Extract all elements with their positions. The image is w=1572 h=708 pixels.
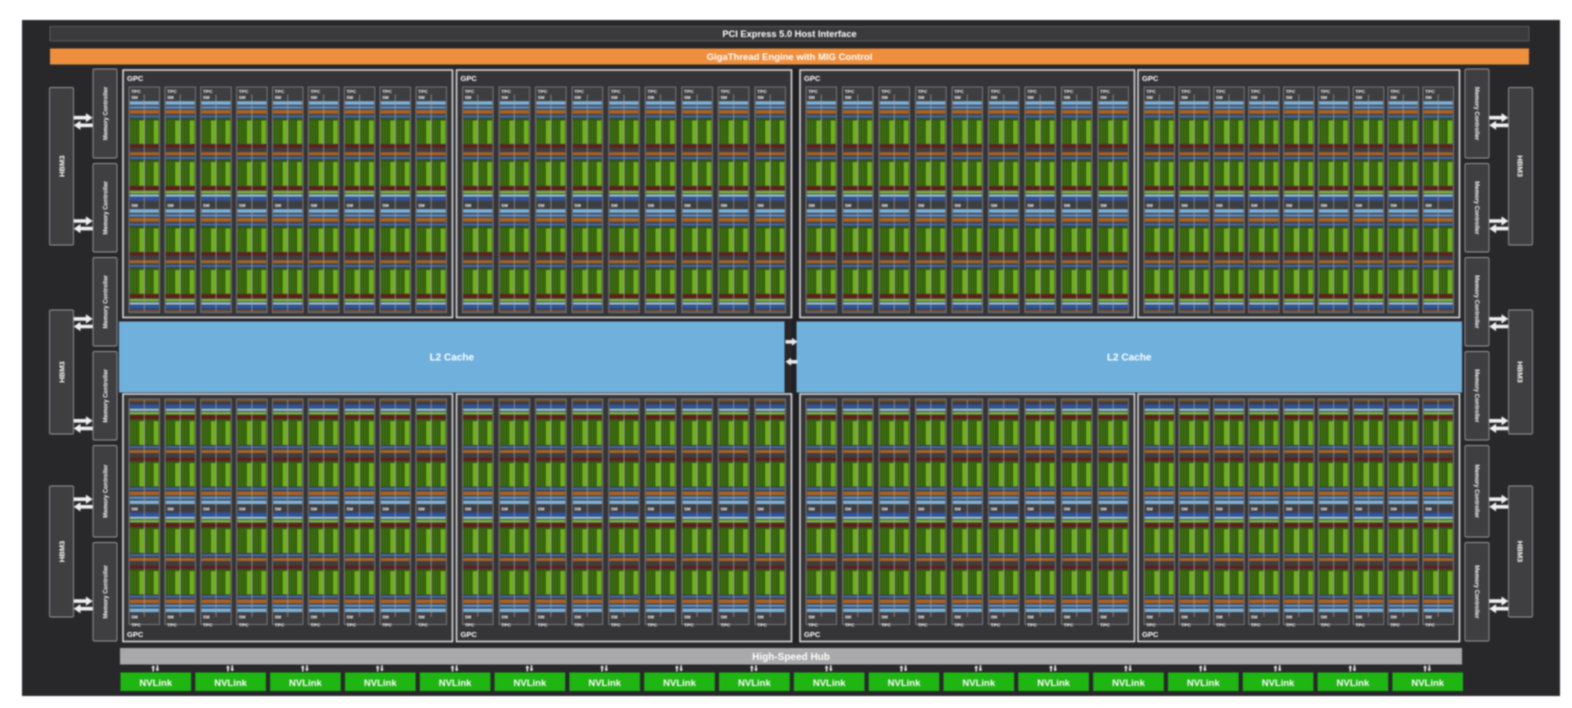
svg-text:NVLink: NVLink [1262,678,1295,689]
svg-text:NVLink: NVLink [1337,678,1370,689]
svg-text:GPC: GPC [461,630,478,639]
svg-text:GPC: GPC [127,630,144,639]
svg-text:NVLink: NVLink [1037,678,1070,689]
svg-text:NVLink: NVLink [439,678,472,689]
svg-text:NVLink: NVLink [738,678,771,689]
svg-text:NVLink: NVLink [663,678,696,689]
svg-text:GPC: GPC [804,74,821,83]
svg-text:Memory Controller: Memory Controller [104,564,110,618]
svg-text:Memory Controller: Memory Controller [104,86,110,140]
svg-text:Memory Controller: Memory Controller [104,274,110,328]
svg-text:GPC: GPC [804,630,821,639]
svg-text:HBM3: HBM3 [57,361,66,383]
svg-text:Memory Controller: Memory Controller [1473,181,1479,235]
svg-text:GPC: GPC [1142,630,1159,639]
svg-text:HBM3: HBM3 [57,155,66,177]
svg-text:Memory Controller: Memory Controller [104,180,110,234]
svg-text:HBM3: HBM3 [1516,361,1525,383]
svg-text:NVLink: NVLink [962,678,995,689]
svg-text:Memory Controller: Memory Controller [104,464,110,518]
svg-text:NVLink: NVLink [364,678,397,689]
svg-text:NVLink: NVLink [139,678,172,689]
svg-text:NVLink: NVLink [1187,678,1220,689]
svg-text:HBM3: HBM3 [1516,155,1525,177]
svg-text:PCI Express 5.0 Host Interface: PCI Express 5.0 Host Interface [722,29,856,39]
svg-text:L2 Cache: L2 Cache [430,353,475,364]
svg-text:NVLink: NVLink [813,678,846,689]
svg-text:GPC: GPC [127,74,144,83]
svg-text:NVLink: NVLink [1112,678,1145,689]
svg-text:Memory Controller: Memory Controller [1473,565,1479,619]
svg-text:NVLink: NVLink [289,678,322,689]
svg-text:HBM3: HBM3 [1516,541,1525,563]
svg-text:GPC: GPC [461,74,478,83]
svg-text:NVLink: NVLink [514,678,547,689]
svg-text:Memory Controller: Memory Controller [1473,87,1479,141]
svg-text:Memory Controller: Memory Controller [1473,275,1479,329]
svg-text:NVLink: NVLink [888,678,921,689]
svg-text:NVLink: NVLink [588,678,621,689]
svg-text:NVLink: NVLink [1411,678,1444,689]
svg-text:Memory Controller: Memory Controller [1473,369,1479,423]
svg-text:L2 Cache: L2 Cache [1107,353,1152,364]
svg-text:NVLink: NVLink [214,678,247,689]
svg-text:GigaThread Engine with MIG Con: GigaThread Engine with MIG Control [707,52,873,63]
svg-text:HBM3: HBM3 [57,541,66,563]
svg-text:Memory Controller: Memory Controller [104,368,110,422]
svg-text:High-Speed Hub: High-Speed Hub [752,652,830,663]
svg-text:Memory Controller: Memory Controller [1473,465,1479,519]
svg-text:GPC: GPC [1142,74,1159,83]
